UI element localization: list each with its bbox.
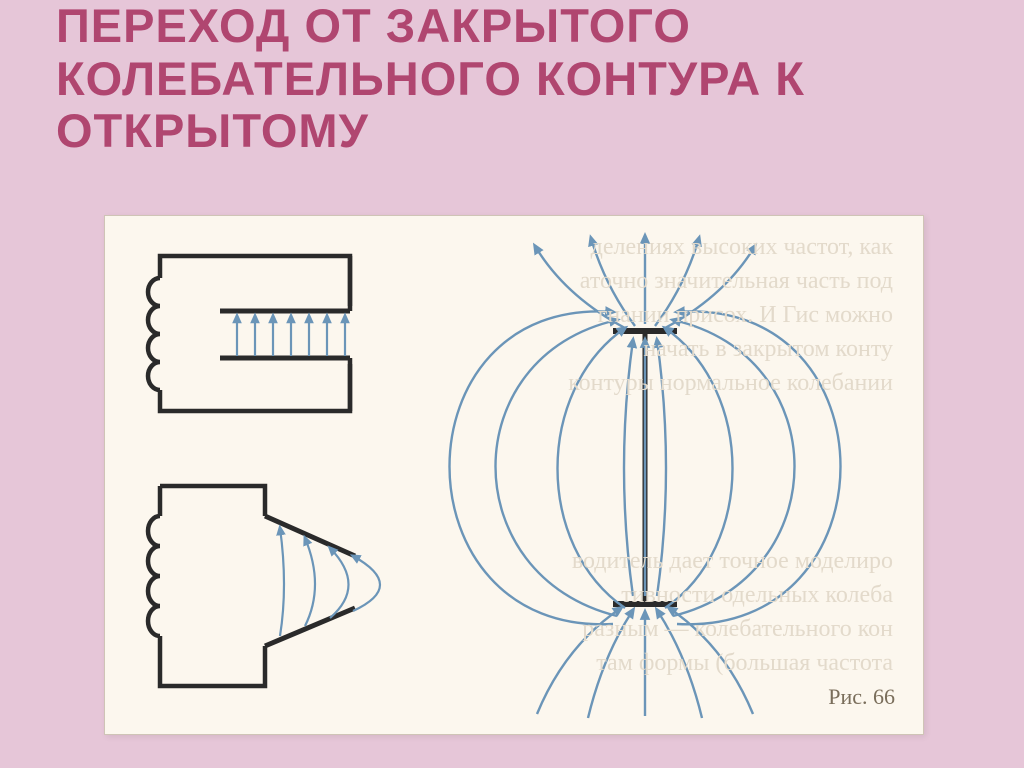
opening-circuit-icon <box>148 486 380 686</box>
figure-caption: Рис. 66 <box>828 684 895 710</box>
ghost-text: начать в закрытом конту <box>643 336 893 363</box>
ghost-text: водитель дает точное моделиро <box>572 548 893 575</box>
ghost-text: контуры нормальное колебании <box>568 370 893 397</box>
closed-circuit-icon <box>148 256 357 411</box>
ghost-text: разным — колебательного кон <box>582 616 893 643</box>
ghost-text: гнании присох. И Гис можно <box>598 302 893 329</box>
ghost-text: там формы (большая частота <box>596 650 893 677</box>
slide-title: ПЕРЕХОД ОТ ЗАКРЫТОГО КОЛЕБАТЕЛЬНОГО КОНТ… <box>56 0 956 158</box>
ghost-text: делениях высоких частот, как <box>591 234 893 261</box>
ghost-text: тивности одельных колеба <box>621 582 893 609</box>
figure-panel: делениях высоких частот, как аточно знач… <box>104 215 924 735</box>
ghost-text: аточно значительная часть под <box>580 268 893 295</box>
